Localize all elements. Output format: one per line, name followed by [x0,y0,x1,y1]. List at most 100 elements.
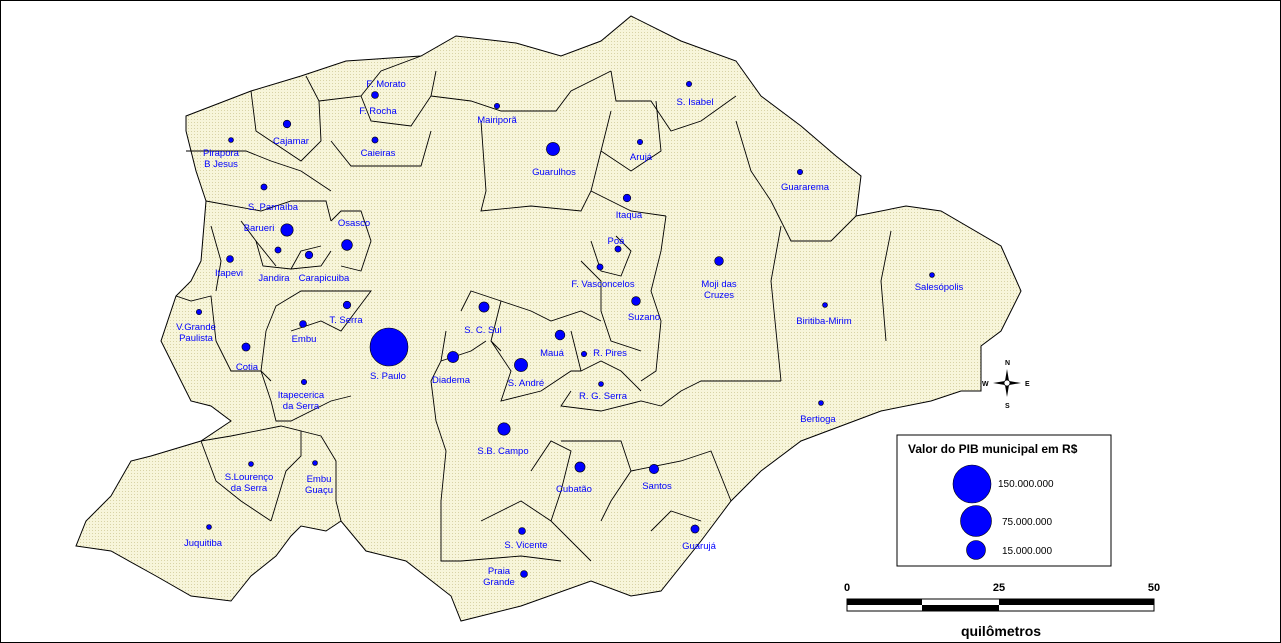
gdp-symbol-r-g-serra [598,381,604,387]
scale-unit: quilômetros [961,623,1041,639]
municipality-label-guaruja: Guarujá [682,541,717,552]
gdp-symbol-embu-guacu [312,460,318,466]
municipality-label-biritiba: Biritiba-Mirim [796,316,852,327]
compass-north: N [1005,360,1010,367]
scale-segment-fill-3 [999,599,1154,605]
municipality-label-s-c-sul: S. C. Sul [464,325,502,336]
legend-symbol-1 [960,505,992,537]
compass-rose: N S E W [982,360,1030,410]
municipality-label-maua: Mauá [540,348,564,359]
municipality-label-cajamar: Cajamar [273,136,309,147]
gdp-symbol-guarulhos [546,142,560,156]
gdp-symbol-caieiras [371,136,379,144]
municipality-label-santos: Santos [642,481,672,492]
gdp-symbol-itapevi [226,255,234,263]
municipality-label-moji: Moji das Cruzes [701,279,737,301]
municipality-label-s-paulo: S. Paulo [370,371,406,382]
municipality-label-bertioga: Bertioga [800,414,836,425]
gdp-symbol-s-vicente [518,527,526,535]
gdp-symbol-santos [648,463,659,474]
municipality-label-s-andre: S. André [508,378,544,389]
gdp-symbol-cotia [241,342,251,352]
legend-symbol-0 [952,464,992,504]
gdp-symbol-mairipora [493,103,500,110]
municipality-label-v-grande: V.Grande Paulista [176,322,216,344]
metro-region-outline [75,15,1022,622]
gdp-symbol-juquitiba [206,524,212,530]
municipality-label-aruja: Arujá [630,152,653,163]
municipality-label-layer: F. Morato F. Rocha Mairiporã S. Isabel Caiei… [176,79,963,588]
municipality-label-r-pires: R. Pires [593,348,627,359]
gdp-symbol-cubatao [574,461,586,473]
municipality-label-caieiras: Caieiras [361,148,396,159]
municipality-label-f-rocha: F. Rocha [359,106,397,117]
legend-value-1: 75.000.000 [1002,517,1052,528]
municipality-label-t-serra: T. Serra [329,315,363,326]
municipality-label-itapecerica: Itapecerica da Serra [278,390,325,412]
municipality-label-itaqua: Itaqua [616,210,643,221]
municipality-label-f-vasconcelos: F. Vasconcelos [571,279,634,290]
gdp-symbol-r-pires [580,350,587,357]
municipality-label-r-g-serra: R. G. Serra [579,391,628,402]
gdp-symbol-s-c-sul [478,301,490,313]
municipality-label-itapevi: Itapevi [215,268,243,279]
gdp-symbol-sb-campo [497,422,511,436]
gdp-symbol-praia-grande [520,570,528,578]
legend-value-2: 15.000.000 [1002,546,1052,557]
municipality-label-praia-grande: Praia Grande [483,566,515,588]
gdp-symbol-s-isabel [685,81,692,88]
municipality-label-diadema: Diadema [432,375,471,386]
gdp-symbol-s-lourenco [248,461,254,467]
gdp-symbol-barueri [280,223,294,237]
municipality-label-suzano: Suzano [628,312,660,323]
municipality-label-guarulhos: Guarulhos [532,167,576,178]
gdp-symbol-pirapora [228,137,234,143]
legend: Valor do PIB municipal em R$ 150.000.000… [896,434,1112,567]
municipality-label-barueri: Barueri [244,223,275,234]
municipality-label-embu: Embu [292,334,317,345]
compass-south: S [1005,403,1010,410]
gdp-symbol-biritiba [822,302,828,308]
gdp-symbol-maua [554,329,566,341]
legend-value-0: 150.000.000 [998,479,1054,490]
legend-box [896,434,1112,567]
gdp-symbol-salesopolis [929,272,935,278]
municipality-label-s-vicente: S. Vicente [504,540,547,551]
gdp-symbol-s-paulo [369,327,409,367]
gdp-symbol-guararema [796,169,803,176]
municipality-label-f-morato: F. Morato [366,79,406,90]
gdp-symbol-s-andre [514,358,528,372]
gdp-symbol-suzano [631,296,641,306]
gdp-symbol-aruja [636,139,643,146]
gdp-symbol-s-parnaiba [260,183,268,191]
municipality-label-salesopolis: Salesópolis [915,282,964,293]
municipality-label-cotia: Cotia [236,362,259,373]
municipality-label-embu-guacu: Embu Guaçu [305,474,333,496]
municipality-label-s-isabel: S. Isabel [677,97,714,108]
gdp-symbol-v-grande [196,308,203,315]
municipality-label-juquitiba: Juquitiba [184,538,223,549]
municipality-label-guararema: Guararema [781,182,830,193]
municipality-label-s-lourenco: S.Lourenço da Serra [225,472,274,494]
legend-items: 150.000.000 75.000.000 15.000.000 [952,464,1054,560]
gdp-symbol-poa [614,245,622,253]
gdp-symbol-carapicuiba [304,250,314,260]
scale-segment-fill-2 [922,605,999,611]
municipality-label-cubatao: Cubatão [556,484,592,495]
compass-west: W [982,381,989,388]
gdp-symbol-diadema [447,351,459,363]
gdp-symbol-itapecerica [300,378,307,385]
gdp-symbol-guaruja [690,524,700,534]
gdp-symbol-cajamar [282,119,292,129]
gdp-symbol-f-rocha [371,91,379,99]
scale-bar: 0 25 50 quilômetros [844,582,1160,639]
municipality-label-s-parnaiba: S. Parnaíba [248,202,299,213]
municipality-label-jandira: Jandira [258,273,290,284]
municipality-label-poa: Poá [608,236,626,247]
scale-tick-50: 50 [1148,582,1160,594]
gdp-symbol-osasco [341,239,353,251]
municipality-label-carapicuiba: Carapicuiba [299,273,350,284]
legend-symbol-2 [966,540,986,560]
gdp-symbol-itaqua [622,193,632,203]
